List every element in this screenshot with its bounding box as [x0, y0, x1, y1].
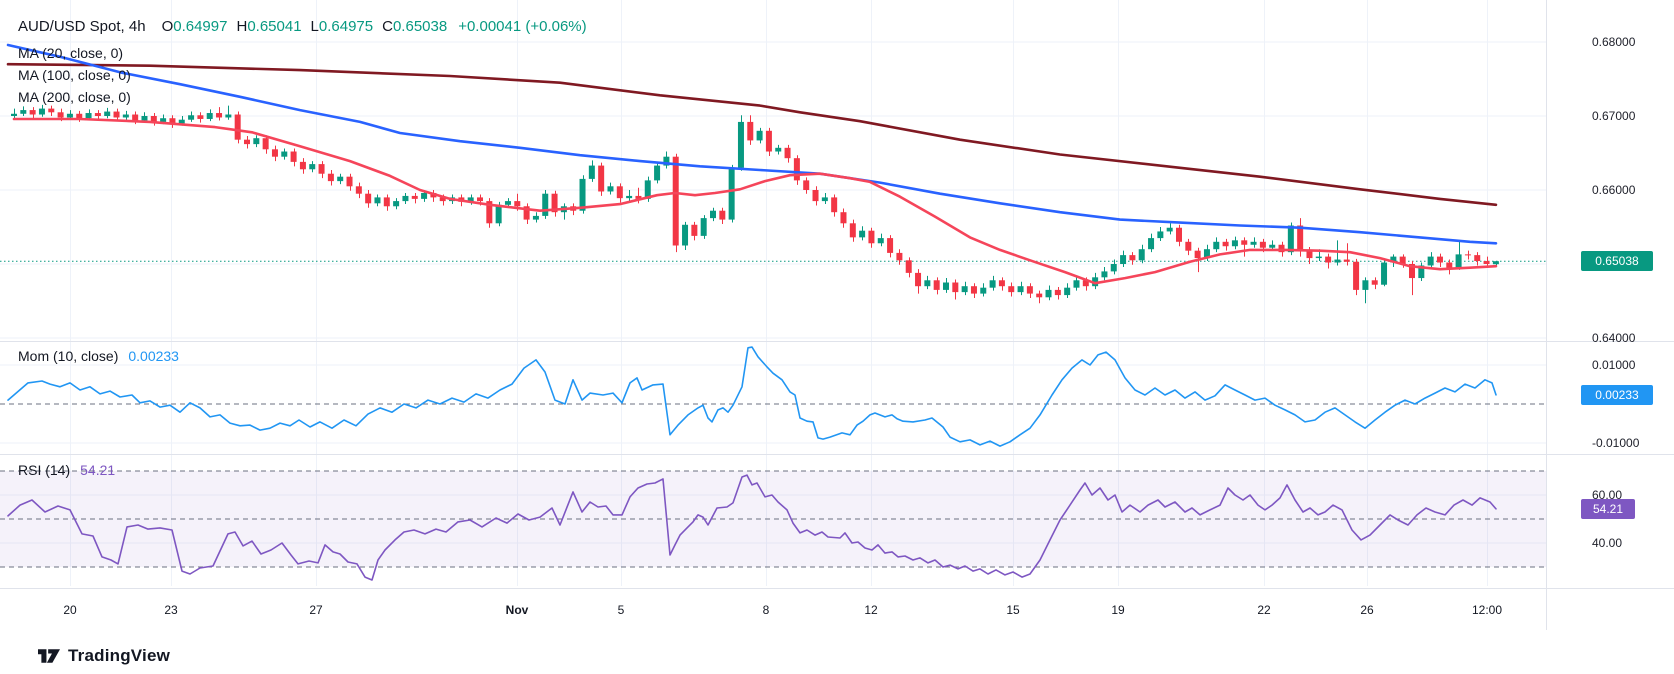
axis-tick-label: 40.00	[1592, 536, 1623, 550]
mom-value-badge: 0.00233	[1581, 384, 1653, 405]
time-scale[interactable]	[0, 586, 1546, 630]
time-tick-label: 27	[309, 603, 323, 617]
axis-tick-label: 0.68000	[1592, 35, 1636, 49]
symbol-info-row: AUD/USD Spot, 4h O0.64997 H0.65041 L0.64975…	[18, 18, 587, 35]
ohlc-open: O0.64997	[161, 18, 228, 35]
time-tick-label: 8	[762, 603, 770, 617]
time-tick-label: 5	[617, 603, 625, 617]
change-value: +0.00041 (+0.06%)	[458, 18, 587, 35]
axis-tick-label: 0.64000	[1592, 331, 1636, 345]
axis-tick-label: 0.67000	[1592, 109, 1636, 123]
ma200-legend[interactable]: MA (200, close, 0)	[18, 89, 131, 105]
time-tick-label: 26	[1360, 603, 1374, 617]
time-tick-label: 19	[1111, 603, 1125, 617]
tradingview-logo-icon	[38, 649, 60, 663]
rsi-value: 54.21	[80, 462, 116, 478]
tradingview-logo-text: TradingView	[68, 646, 171, 665]
ma100-legend[interactable]: MA (100, close, 0)	[18, 67, 131, 83]
axis-tick-label: 60.00	[1592, 488, 1623, 502]
symbol-title[interactable]: AUD/USD Spot, 4h	[18, 18, 146, 35]
ohlc-low: L0.64975	[310, 18, 374, 35]
time-tick-label: 20	[63, 603, 77, 617]
time-tick-label: Nov	[505, 603, 529, 617]
time-tick-label: 12:00	[1471, 603, 1503, 617]
time-tick-label: 12	[864, 603, 878, 617]
ohlc-close: C0.65038	[382, 18, 448, 35]
axis-tick-label: 0.01000	[1592, 358, 1636, 372]
axis-tick-label: -0.01000	[1592, 436, 1640, 450]
time-tick-label: 23	[164, 603, 178, 617]
mom-value: 0.00233	[128, 348, 179, 364]
axis-tick-label: 0.66000	[1592, 183, 1636, 197]
ohlc-high: H0.65041	[236, 18, 302, 35]
time-tick-label: 22	[1257, 603, 1271, 617]
tradingview-logo[interactable]: TradingView	[38, 645, 170, 667]
rsi-legend[interactable]: RSI (14) 54.21	[18, 462, 116, 478]
mom-legend[interactable]: Mom (10, close) 0.00233	[18, 348, 179, 364]
time-tick-label: 15	[1006, 603, 1020, 617]
ma20-legend[interactable]: MA (20, close, 0)	[18, 45, 124, 61]
rsi-value-badge: 54.21	[1581, 498, 1635, 519]
current-price-badge: 0.65038	[1581, 251, 1653, 272]
